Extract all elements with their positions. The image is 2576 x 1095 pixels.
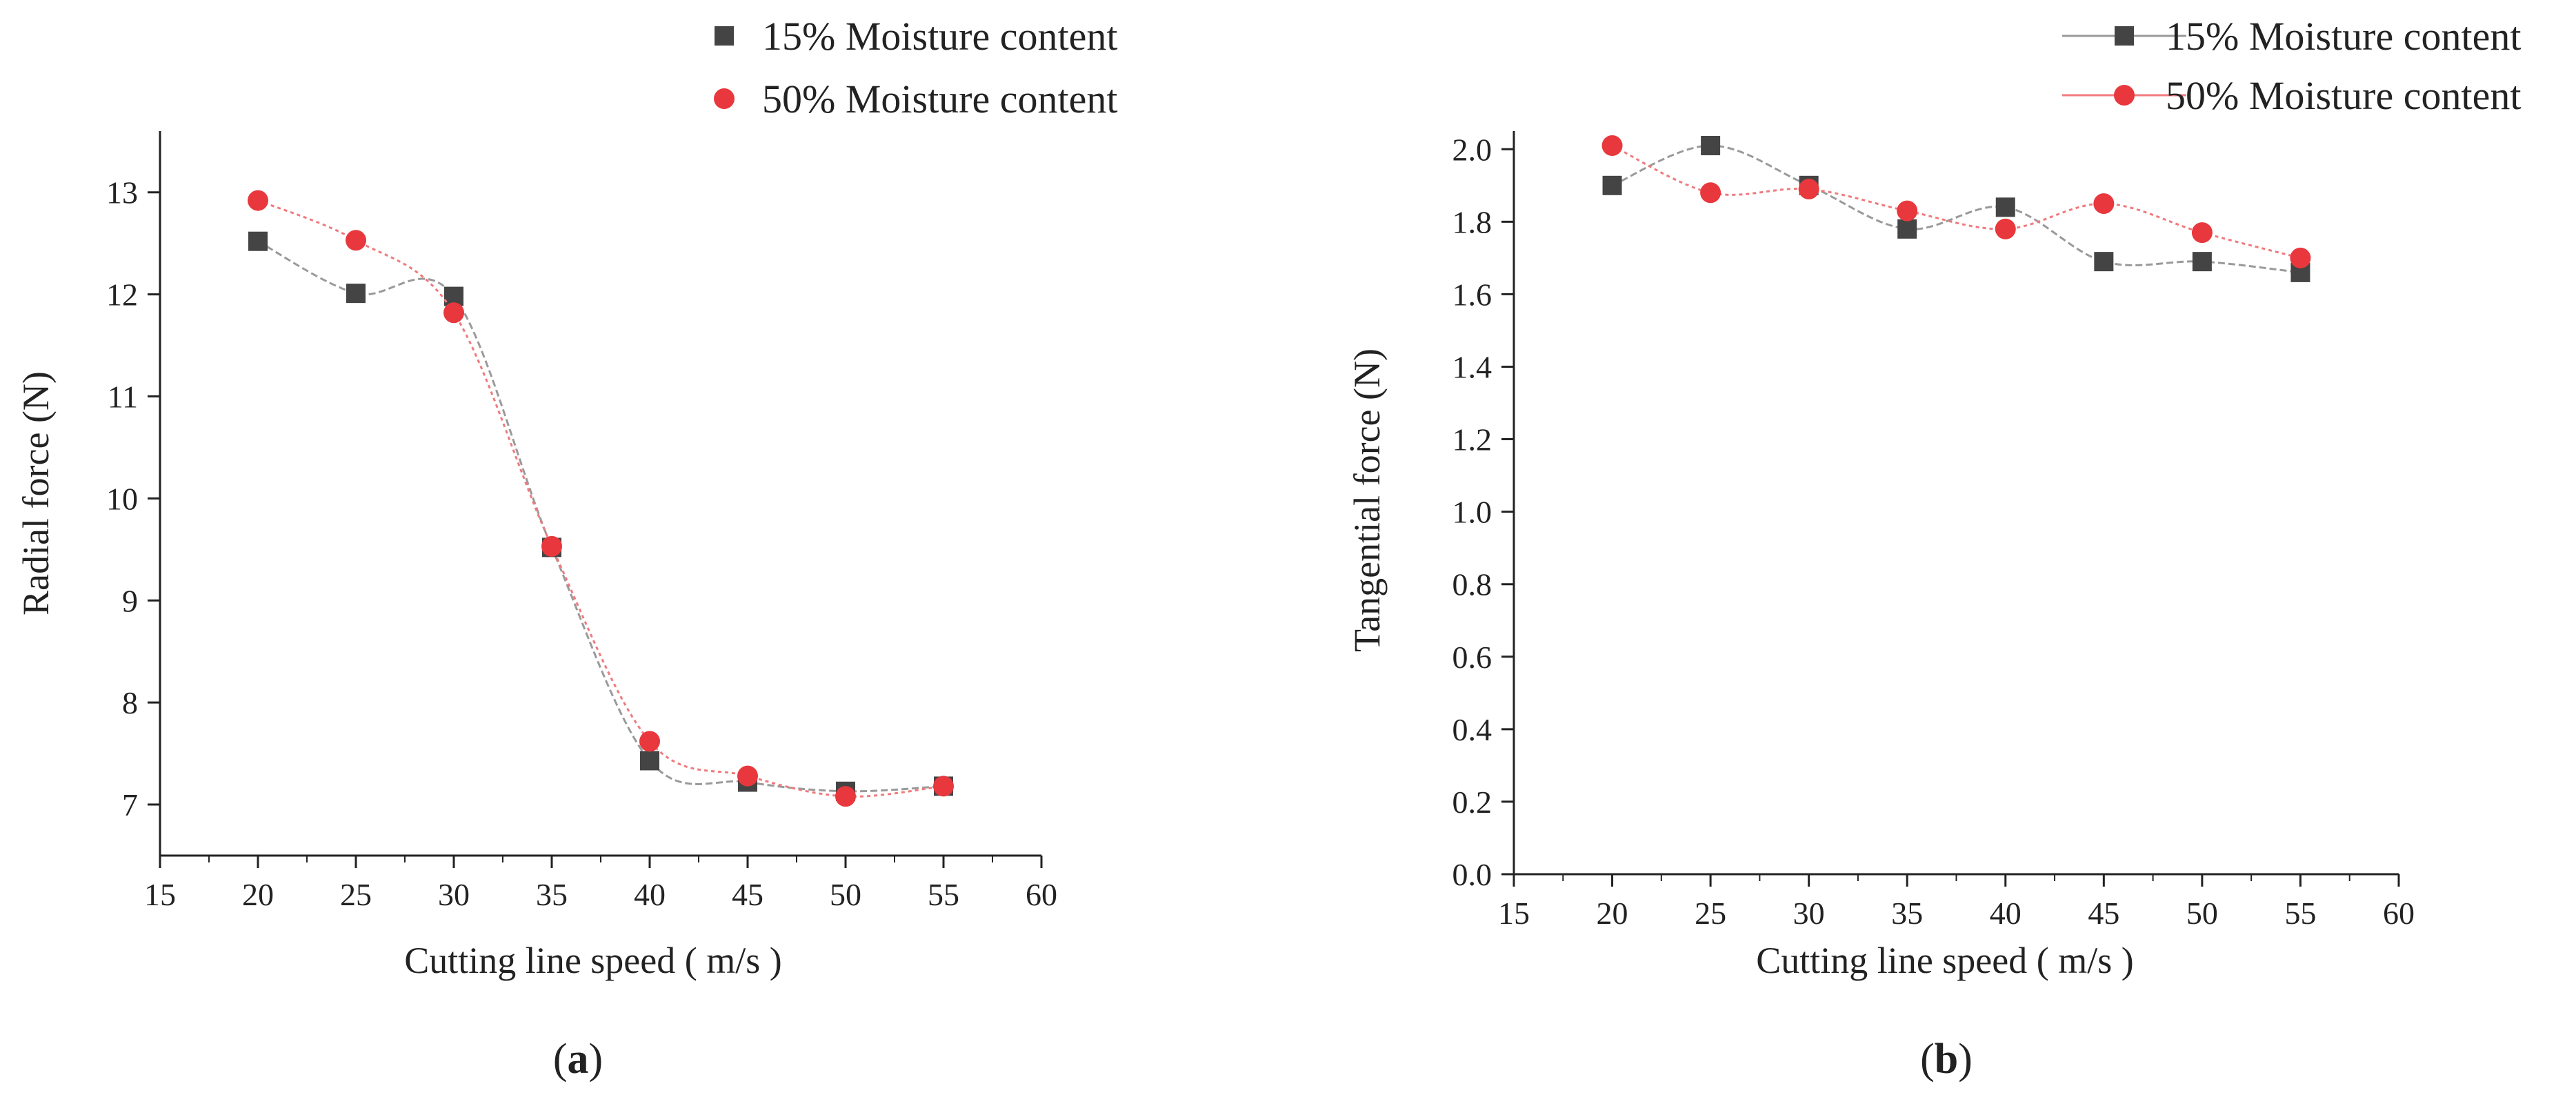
y-tick-label: 0.0 xyxy=(1452,857,1492,892)
data-point-50pct xyxy=(737,765,758,787)
data-point-15pct xyxy=(1995,197,2015,217)
y-axis-title: Radial force (N) xyxy=(15,371,57,615)
data-point-50pct xyxy=(835,786,856,807)
y-tick-label: 13 xyxy=(106,175,138,210)
data-point-15pct xyxy=(248,231,268,251)
data-point-15pct xyxy=(2192,252,2212,272)
legend-label: 50% Moisture content xyxy=(762,77,1117,121)
data-point-50pct xyxy=(933,776,954,797)
panel-paren-open: ( xyxy=(1920,1036,1935,1083)
panel-letter: b xyxy=(1935,1036,1958,1083)
panel-letter: a xyxy=(568,1036,589,1083)
x-tick-label: 45 xyxy=(2088,896,2119,931)
legend-label: 15% Moisture content xyxy=(2166,14,2521,59)
x-tick-label: 30 xyxy=(438,877,470,912)
data-point-50pct xyxy=(1601,135,1623,157)
legend-marker-15pct xyxy=(715,26,734,46)
y-tick-label: 1.6 xyxy=(1452,277,1492,312)
x-tick-label: 20 xyxy=(242,877,274,912)
panel-label: (a) xyxy=(553,1036,603,1083)
panel-paren-close: ) xyxy=(1958,1036,1973,1083)
data-point-15pct xyxy=(346,284,366,304)
data-point-50pct xyxy=(1798,179,1819,200)
data-point-15pct xyxy=(1701,136,1721,156)
data-point-50pct xyxy=(443,302,464,324)
data-point-15pct xyxy=(2094,252,2114,272)
y-tick-label: 11 xyxy=(108,379,138,415)
panel-label: (b) xyxy=(1920,1036,1973,1083)
y-tick-label: 0.8 xyxy=(1452,567,1492,602)
legend-label: 50% Moisture content xyxy=(2166,73,2521,118)
data-point-50pct xyxy=(541,535,562,557)
x-tick-label: 60 xyxy=(2383,896,2415,931)
data-point-50pct xyxy=(2093,193,2115,215)
x-tick-label: 20 xyxy=(1597,896,1628,931)
legend-marker-15pct xyxy=(2115,26,2134,46)
y-tick-label: 0.2 xyxy=(1452,785,1492,820)
data-point-50pct xyxy=(1897,200,1918,221)
x-tick-label: 25 xyxy=(1695,896,1726,931)
y-axis-title: Tangential force (N) xyxy=(1346,348,1388,652)
chart-a-radial-force: 15 20 25 30 35 40 45 50 55 60 7 8 9 10 11 12 13 Cutting l… xyxy=(15,14,1117,1083)
x-tick-label: 40 xyxy=(1990,896,2021,931)
data-point-50pct xyxy=(1700,182,1721,204)
x-tick-label: 15 xyxy=(144,877,176,912)
y-tick-label: 10 xyxy=(106,481,138,516)
x-tick-label: 40 xyxy=(634,877,666,912)
panel-paren-open: ( xyxy=(553,1036,568,1083)
x-tick-label: 55 xyxy=(928,877,959,912)
x-tick-label: 50 xyxy=(2186,896,2218,931)
x-tick-label: 35 xyxy=(1891,896,1923,931)
y-tick-label: 2.0 xyxy=(1452,132,1492,167)
legend-marker-50pct xyxy=(2114,85,2135,106)
x-axis-title: Cutting line speed ( m/s ) xyxy=(1756,940,2133,981)
data-point-50pct xyxy=(248,190,268,211)
y-tick-label: 12 xyxy=(106,277,138,313)
x-tick-label: 35 xyxy=(536,877,568,912)
y-tick-label: 1.4 xyxy=(1452,349,1492,384)
y-tick-label: 0.4 xyxy=(1452,712,1492,747)
series-line-50pct xyxy=(1611,144,2301,259)
y-tick-label: 1.2 xyxy=(1452,422,1492,457)
series-line-15pct xyxy=(257,240,944,793)
panel-paren-close: ) xyxy=(589,1036,603,1083)
y-tick-label: 8 xyxy=(122,685,138,720)
data-point-15pct xyxy=(1897,219,1917,239)
legend-marker-50pct xyxy=(714,88,735,109)
x-tick-label: 50 xyxy=(830,877,861,912)
y-tick-label: 9 xyxy=(122,583,138,618)
x-tick-label: 55 xyxy=(2284,896,2316,931)
chart-b-tangential-force: 15 20 25 30 35 40 45 50 55 60 0.0 0.2 0.4 0.6 0.8 1.0 1.… xyxy=(1346,14,2521,1083)
series-line-50pct xyxy=(257,199,944,798)
data-point-50pct xyxy=(639,731,660,752)
data-point-50pct xyxy=(2290,247,2311,268)
data-point-50pct xyxy=(346,230,366,251)
y-tick-label: 0.6 xyxy=(1452,640,1492,675)
x-tick-label: 45 xyxy=(732,877,763,912)
data-point-15pct xyxy=(640,751,659,771)
x-tick-label: 15 xyxy=(1498,896,1530,931)
x-tick-label: 30 xyxy=(1793,896,1825,931)
x-axis-title: Cutting line speed ( m/s ) xyxy=(404,940,781,981)
x-tick-label: 25 xyxy=(340,877,372,912)
y-tick-label: 1.0 xyxy=(1452,495,1492,530)
data-point-50pct xyxy=(2191,222,2213,244)
y-tick-label: 7 xyxy=(122,787,138,822)
data-point-50pct xyxy=(1995,218,2016,239)
series-line-15pct xyxy=(1611,144,2301,274)
legend-label: 15% Moisture content xyxy=(762,14,1117,59)
y-tick-label: 1.8 xyxy=(1452,204,1492,239)
data-point-15pct xyxy=(1602,175,1622,195)
x-tick-label: 60 xyxy=(1026,877,1057,912)
